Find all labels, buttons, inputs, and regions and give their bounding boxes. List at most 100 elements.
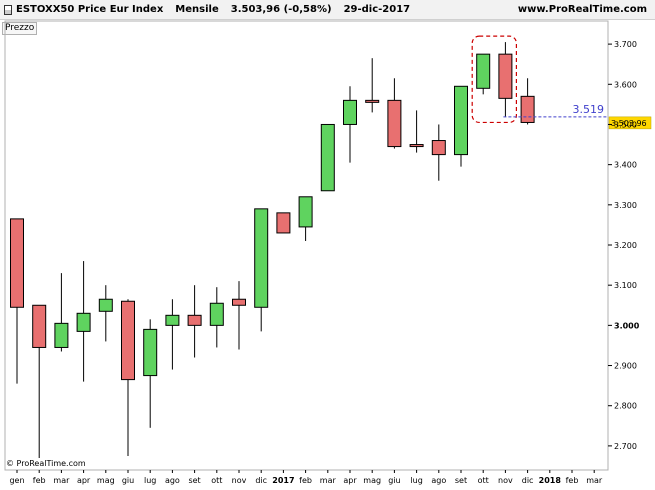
candle	[54, 273, 69, 352]
candle	[365, 58, 380, 113]
y-tick-label: 2.800	[614, 402, 637, 411]
x-tick-label: nov	[232, 476, 247, 485]
candle	[343, 86, 357, 163]
x-tick-label: mag	[363, 476, 381, 485]
x-tick-label: giu	[388, 476, 400, 485]
x-tick-label: gen	[9, 476, 24, 485]
candle-body	[254, 208, 269, 308]
last-price-label: 3.503,96	[611, 119, 647, 128]
last-price-tag: 3.503,96	[608, 116, 652, 130]
candle	[143, 319, 158, 428]
x-axis: gen feb mar apr mag giu lug ago set ott nov dic 2017…	[9, 470, 603, 485]
x-tick-label: mar	[53, 476, 70, 485]
period-label: Mensile	[175, 4, 219, 15]
x-tick-label: ott	[211, 476, 222, 485]
highlight-box	[471, 35, 518, 124]
candle	[387, 78, 402, 149]
y-tick-label: 2.900	[614, 362, 637, 371]
candle-body	[454, 85, 468, 156]
y-tick-label: 3.400	[614, 161, 637, 170]
candle-body	[143, 328, 158, 377]
x-tick-label: dic	[522, 476, 534, 485]
candle	[165, 299, 180, 370]
candle-body	[520, 95, 535, 123]
x-tick-label: set	[455, 476, 467, 485]
level-label: 3.519	[573, 103, 605, 116]
candle-body	[32, 304, 47, 348]
candle	[498, 42, 513, 117]
y-tick-label: 3.600	[614, 80, 637, 89]
x-tick-label: apr	[343, 476, 357, 485]
candle	[187, 285, 202, 358]
candle-body	[187, 314, 202, 326]
candle-body	[121, 300, 135, 381]
symbol-title: ESTOXX50 Price Eur Index	[16, 4, 164, 15]
x-tick-label: dic	[255, 476, 267, 485]
candle-body	[98, 298, 113, 312]
candle-body	[365, 99, 380, 103]
x-tick-label: lug	[144, 476, 156, 485]
x-tick-label: ago	[165, 476, 180, 485]
candle-body	[209, 302, 224, 326]
y-tick-label: 3.100	[614, 281, 637, 290]
header-info: ESTOXX50 Price Eur Index Mensile 3.503,9…	[4, 4, 410, 15]
copyright-label: © ProRealTime.com	[6, 459, 86, 468]
candle-body	[476, 53, 491, 89]
candle-body	[165, 314, 180, 326]
x-tick-label: feb	[566, 476, 579, 485]
candle	[98, 285, 113, 342]
site-label[interactable]: www.ProRealTime.com	[517, 4, 647, 15]
x-tick-label: ago	[431, 476, 446, 485]
candle-body	[387, 99, 402, 148]
x-tick-label: ott	[478, 476, 489, 485]
x-tick-label: 2018	[539, 476, 562, 485]
chart-tool-icon[interactable]	[4, 4, 12, 15]
candle	[32, 304, 47, 458]
candle	[209, 287, 224, 348]
candle-body	[409, 144, 424, 148]
plot-border	[4, 20, 609, 471]
candle-body	[343, 99, 357, 125]
last-price-bg	[608, 116, 652, 130]
y-tick-label: 3.700	[614, 40, 637, 49]
x-tick-label: mar	[586, 476, 603, 485]
overlays: 3.519 3.503,96	[471, 35, 652, 130]
candle	[454, 85, 468, 167]
y-tick-label: 3.000	[614, 321, 640, 330]
x-tick-label: apr	[77, 476, 91, 485]
candle	[254, 208, 269, 332]
date-label: 29-dic-2017	[343, 4, 411, 15]
x-tick-label: giu	[122, 476, 134, 485]
candle	[476, 53, 491, 95]
candle-body	[431, 140, 446, 156]
candle-body	[10, 218, 24, 308]
candle-body	[298, 196, 313, 228]
y-tick-label: 2.700	[614, 442, 637, 451]
candle	[298, 196, 313, 241]
candle	[121, 299, 135, 456]
x-tick-label: set	[188, 476, 200, 485]
x-tick-label: mag	[97, 476, 115, 485]
candle-body	[76, 312, 91, 332]
x-tick-label: lug	[410, 476, 422, 485]
candle	[320, 123, 335, 192]
price-panel-tag[interactable]: Prezzo	[2, 22, 38, 35]
y-tick-label: 3.300	[614, 201, 637, 210]
candle	[76, 261, 91, 382]
y-tick-label: 3.200	[614, 241, 637, 250]
x-tick-label: feb	[299, 476, 312, 485]
candle-body	[320, 123, 335, 192]
candles	[10, 42, 535, 458]
candle	[232, 281, 246, 350]
x-tick-label: 2017	[272, 476, 294, 485]
y-tick-label: 3.500	[614, 120, 637, 129]
candle	[409, 110, 424, 153]
candle-body	[498, 53, 513, 99]
candle	[520, 78, 535, 125]
y-axis: 2.700 2.800 2.900 3.000 3.100 3.200 3.300 3.400…	[608, 40, 640, 451]
x-tick-label: feb	[33, 476, 46, 485]
candle	[276, 212, 291, 234]
candle-body	[276, 212, 291, 234]
candle-body	[232, 298, 246, 306]
